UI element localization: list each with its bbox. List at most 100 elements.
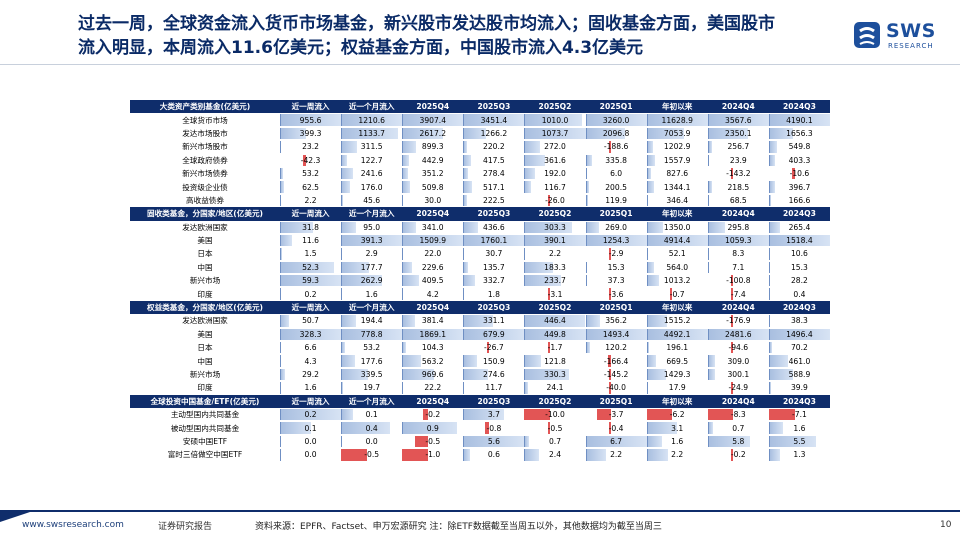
table-row: 发达市场股市 399.3 1133.7 2617.2 1266.2 1073.7 2096.… [130,127,830,140]
value-cell: 2.2 [280,194,341,207]
value-cell: 23.9 [707,154,769,167]
value-cell: 295.8 [707,221,769,234]
value-cell: 265.4 [768,221,830,234]
cell-value: 1429.3 [663,370,691,379]
value-cell: 1.3 [768,448,830,461]
value-cell: 335.8 [585,154,647,167]
value-cell: -42.3 [280,154,341,167]
value-cell: 70.2 [768,341,830,354]
value-cell: 381.4 [402,314,463,327]
cell-value: 23.9 [729,155,747,165]
cell-value: 2.9 [365,249,378,259]
data-bar [280,288,281,300]
cell-value: 265.4 [788,222,811,232]
value-cell: 396.7 [768,180,830,193]
data-bar [463,368,488,381]
data-bar [707,114,769,126]
data-bar [402,261,412,274]
value-cell: 28.2 [768,274,830,287]
table-row: 中国 4.3 177.6 563.2 150.9 121.8 -166.4 669.5 309.… [130,354,830,367]
row-label: 富时三倍做空中国ETF [167,450,243,460]
data-bar [608,422,612,434]
cell-value: 3260.0 [602,115,630,125]
data-bar [524,408,551,421]
data-bar [341,342,346,354]
cell-value: 95.0 [363,222,381,232]
data-bar [280,275,342,287]
data-bar [402,127,444,140]
value-cell: 196.1 [646,341,708,354]
data-bar [280,181,284,193]
cell-value: 563.2 [421,356,444,366]
value-cell: 1350.0 [646,221,708,234]
cell-value: 1509.9 [419,236,447,246]
cell-value: -24.9 [728,383,749,393]
data-bar [731,342,734,354]
row-label: 发达欧洲国家 [182,316,228,326]
cell-value: -10.6 [789,169,810,179]
data-bar [402,114,464,126]
value-cell: 1518.4 [768,234,830,247]
data-bar [768,248,770,260]
cell-value: 4.3 [304,356,317,366]
value-cell: 3.1 [646,421,708,434]
value-cell: 399.3 [280,127,341,140]
data-bar [585,315,601,327]
cell-value: 679.9 [483,329,505,339]
value-cell: 22.0 [402,247,463,260]
value-cell: 346.4 [646,194,708,207]
value-cell: 1.6 [646,435,708,448]
cell-value: 328.3 [299,329,322,339]
data-bar [585,275,588,287]
cell-value: 436.6 [483,222,505,232]
cell-value: 22.0 [424,249,442,259]
data-bar [707,194,709,207]
value-cell: 0.0 [280,435,341,448]
value-cell: 1059.3 [707,234,769,247]
cell-value: 4.2 [426,289,439,299]
footer-website-link[interactable]: www.swsresearch.com [22,520,124,530]
title-line-2: 流入明显，本周流入11.6亿美元；权益基金方面，中国股市流入4.3亿美元 [78,38,644,58]
data-bar [646,248,648,260]
column-header: 2025Q2 [524,207,586,221]
cell-value: 2.2 [610,450,623,460]
data-bar [280,167,284,180]
value-cell: 409.5 [402,274,463,287]
data-bar [402,422,458,434]
cell-value: -0.8 [486,423,502,433]
title-line-1: 过去一周，全球资金流入货币市场基金，新兴股市发达股市均流入；固收基金方面，美国股… [78,14,775,34]
column-header: 2025Q3 [463,100,525,114]
cell-value: 52.3 [302,262,320,272]
row-label: 高收益债券 [186,195,224,205]
cell-value: 2.4 [548,450,562,460]
data-bar [731,167,734,180]
cell-value: 2.2 [304,195,317,205]
cell-value: 0.4 [365,423,378,433]
cell-value: 409.5 [421,276,444,286]
value-cell: 2.2 [524,247,585,260]
value-cell: 1266.2 [463,127,524,140]
cell-value: 269.0 [605,222,627,232]
value-cell: -10.6 [769,167,830,180]
cell-value: -0.5 [547,423,563,433]
data-bar [280,221,313,233]
cell-value: -3.7 [608,410,624,420]
data-bar [646,368,667,381]
data-bar [646,167,651,180]
value-cell: -8.3 [707,408,769,421]
cell-value: 330.3 [544,370,566,379]
data-bar [341,194,344,207]
data-bar [707,154,709,166]
column-header: 2024Q4 [707,207,769,221]
value-cell: 8.3 [707,247,769,260]
value-cell: 176.0 [341,180,402,193]
table-row: 发达欧洲国家 31.8 95.0 341.0 436.6 303.3 269.0 1350.0… [130,221,830,234]
table-row: 新兴市场 29.2 339.5 969.6 274.6 330.3 -145.2 1429.3… [130,368,830,381]
data-bar [280,368,286,381]
value-cell: 2.2 [585,448,647,461]
data-bar [402,328,464,341]
cell-value: 351.2 [421,169,444,179]
section-header-row: 全球投资中国基金/ETF(亿美元) 近一周流入 近一个月流入 2025Q4 2025Q3… [130,394,830,408]
column-header: 2025Q1 [585,100,647,114]
value-cell: 3451.4 [463,113,525,126]
